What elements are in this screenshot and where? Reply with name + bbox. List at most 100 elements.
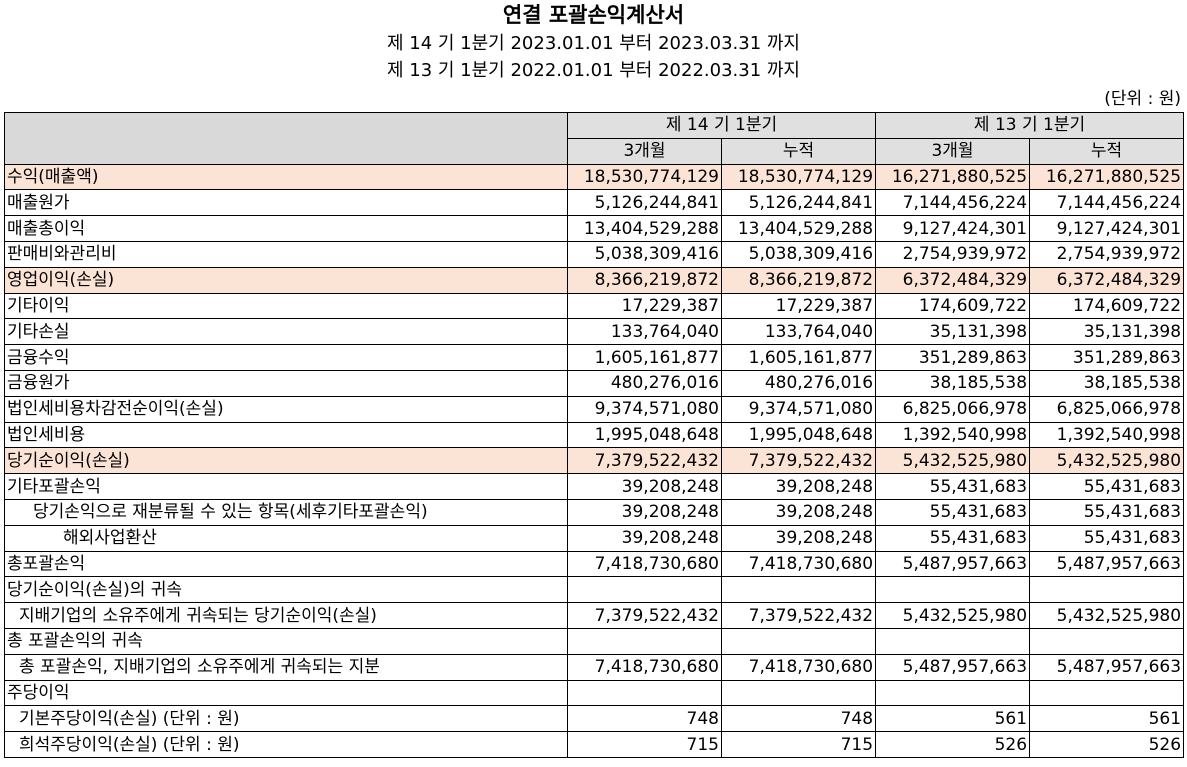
row-value: 55,431,683 — [1029, 524, 1185, 552]
row-value: 2,754,939,972 — [1029, 240, 1185, 268]
table-row: 매출원가 5,126,244,841 5,126,244,841 7,144,456,… — [4, 189, 1185, 217]
row-value: 13,404,529,288 — [720, 215, 877, 242]
row-value: 7,379,522,432 — [567, 602, 722, 629]
row-value: 526 — [875, 731, 1031, 758]
row-value: 351,289,863 — [875, 344, 1031, 371]
row-value: 38,185,538 — [1029, 369, 1185, 397]
row-label: 기본주당이익(손실) (단위 : 원) — [4, 705, 568, 733]
row-value: 35,131,398 — [875, 318, 1031, 346]
row-value: 18,530,774,129 — [720, 163, 877, 191]
header-row-1: 제 14 기 1분기 제 13 기 1분기 — [4, 112, 1185, 165]
table-row: 총 포괄손익의 귀속 — [4, 627, 1185, 655]
row-value: 351,289,863 — [1029, 344, 1185, 371]
row-value: 39,208,248 — [567, 498, 722, 526]
row-value: 7,418,730,680 — [567, 550, 722, 578]
row-label: 기타손실 — [4, 318, 568, 346]
row-value: 6,825,066,978 — [875, 395, 1031, 423]
row-value: 748 — [567, 705, 722, 733]
row-value: 6,825,066,978 — [1029, 395, 1185, 423]
row-value: 174,609,722 — [875, 292, 1031, 320]
row-label: 희석주당이익(손실) (단위 : 원) — [4, 731, 568, 758]
row-value: 38,185,538 — [875, 369, 1031, 397]
row-value — [1029, 576, 1185, 604]
row-value: 2,754,939,972 — [875, 240, 1031, 268]
row-label: 금융수익 — [4, 344, 568, 371]
row-value: 133,764,040 — [720, 318, 877, 346]
table-row: 금융원가 480,276,016 480,276,016 38,185,538 38,1… — [4, 369, 1185, 397]
row-label: 매출총이익 — [4, 215, 568, 242]
row-value: 1,605,161,877 — [567, 344, 722, 371]
row-value — [875, 576, 1031, 604]
row-value: 5,432,525,980 — [1029, 447, 1185, 475]
table-row: 영업이익(손실) 8,366,219,872 8,366,219,872 6,372,… — [4, 266, 1185, 294]
row-value: 480,276,016 — [567, 369, 722, 397]
row-value: 561 — [1029, 705, 1185, 733]
table-row: 기본주당이익(손실) (단위 : 원) 748 748 561 561 — [4, 705, 1185, 733]
row-value: 55,431,683 — [875, 498, 1031, 526]
row-value: 7,418,730,680 — [567, 653, 722, 681]
row-value: 748 — [720, 705, 877, 733]
header-group-current: 제 14 기 1분기 — [566, 112, 877, 139]
row-label: 당기순이익(손실) — [4, 447, 568, 475]
table-row: 주당이익 — [4, 679, 1185, 707]
row-value: 5,432,525,980 — [875, 447, 1031, 475]
row-value: 5,432,525,980 — [1029, 602, 1185, 629]
row-value — [1029, 679, 1185, 707]
row-value: 39,208,248 — [567, 524, 722, 552]
row-value: 174,609,722 — [1029, 292, 1185, 320]
row-value: 7,418,730,680 — [720, 653, 877, 681]
row-value: 715 — [720, 731, 877, 758]
row-value: 5,487,957,663 — [875, 653, 1031, 681]
row-value — [567, 679, 722, 707]
row-value: 7,379,522,432 — [720, 602, 877, 629]
row-value: 526 — [1029, 731, 1185, 758]
row-value: 5,126,244,841 — [720, 189, 877, 217]
row-value: 5,126,244,841 — [567, 189, 722, 217]
row-label: 총 포괄손익의 귀속 — [4, 627, 568, 655]
row-label: 금융원가 — [4, 369, 568, 397]
table-row: 판매비와관리비 5,038,309,416 5,038,309,416 2,754,9… — [4, 240, 1185, 268]
income-statement-table: 제 14 기 1분기 제 13 기 1분기 3개월 누적 3개월 누적 수익(매… — [4, 112, 1185, 758]
row-value — [875, 679, 1031, 707]
row-value: 35,131,398 — [1029, 318, 1185, 346]
header-cum-current: 누적 — [720, 137, 877, 165]
row-value: 5,038,309,416 — [720, 240, 877, 268]
row-value: 55,431,683 — [875, 524, 1031, 552]
row-label: 총 포괄손익, 지배기업의 소유주에게 귀속되는 지분 — [4, 653, 568, 681]
row-value: 1,995,048,648 — [567, 421, 722, 449]
row-value: 480,276,016 — [720, 369, 877, 397]
row-value — [875, 627, 1031, 655]
row-label: 영업이익(손실) — [4, 266, 568, 294]
row-value: 5,487,957,663 — [875, 550, 1031, 578]
row-value: 6,372,484,329 — [1029, 266, 1185, 294]
table-row: 기타이익 17,229,387 17,229,387 174,609,722 174,6… — [4, 292, 1185, 320]
table-row: 당기순이익(손실) 7,379,522,432 7,379,522,432 5,432… — [4, 447, 1185, 475]
header-blank-cell — [4, 112, 568, 165]
row-value: 55,431,683 — [1029, 498, 1185, 526]
row-value: 1,995,048,648 — [720, 421, 877, 449]
row-value: 561 — [875, 705, 1031, 733]
row-value: 39,208,248 — [720, 524, 877, 552]
header-group-prior: 제 13 기 1분기 — [875, 112, 1185, 139]
statement-title: 연결 포괄손익계산서 — [502, 3, 685, 27]
row-value: 9,374,571,080 — [720, 395, 877, 423]
row-value: 7,418,730,680 — [720, 550, 877, 578]
row-label: 총포괄손익 — [4, 550, 568, 578]
row-value: 16,271,880,525 — [875, 163, 1031, 191]
header-row-2: 3개월 누적 3개월 누적 — [5, 137, 1185, 165]
table-row: 총 포괄손익, 지배기업의 소유주에게 귀속되는 지분 7,418,730,680… — [4, 653, 1185, 681]
table-row: 당기손익으로 재분류될 수 있는 항목(세후기타포괄손익) 39,208,248 3… — [4, 498, 1185, 526]
table-row: 해외사업환산 39,208,248 39,208,248 55,431,683 55,4… — [4, 524, 1185, 552]
table-row: 법인세비용차감전순이익(손실) 9,374,571,080 9,374,571,08… — [4, 395, 1185, 423]
row-value: 6,372,484,329 — [875, 266, 1031, 294]
row-label: 매출원가 — [4, 189, 568, 217]
header-cum-prior: 누적 — [1029, 137, 1185, 165]
row-label: 해외사업환산 — [4, 524, 568, 552]
row-value: 39,208,248 — [720, 498, 877, 526]
row-value: 1,605,161,877 — [720, 344, 877, 371]
row-value: 16,271,880,525 — [1029, 163, 1185, 191]
table-row: 총포괄손익 7,418,730,680 7,418,730,680 5,487,957… — [4, 550, 1185, 578]
row-label: 판매비와관리비 — [4, 240, 568, 268]
row-value — [567, 576, 722, 604]
prior-period: 제 13 기 1분기 2022.01.01 부터 2022.03.31 까지 — [386, 60, 800, 81]
